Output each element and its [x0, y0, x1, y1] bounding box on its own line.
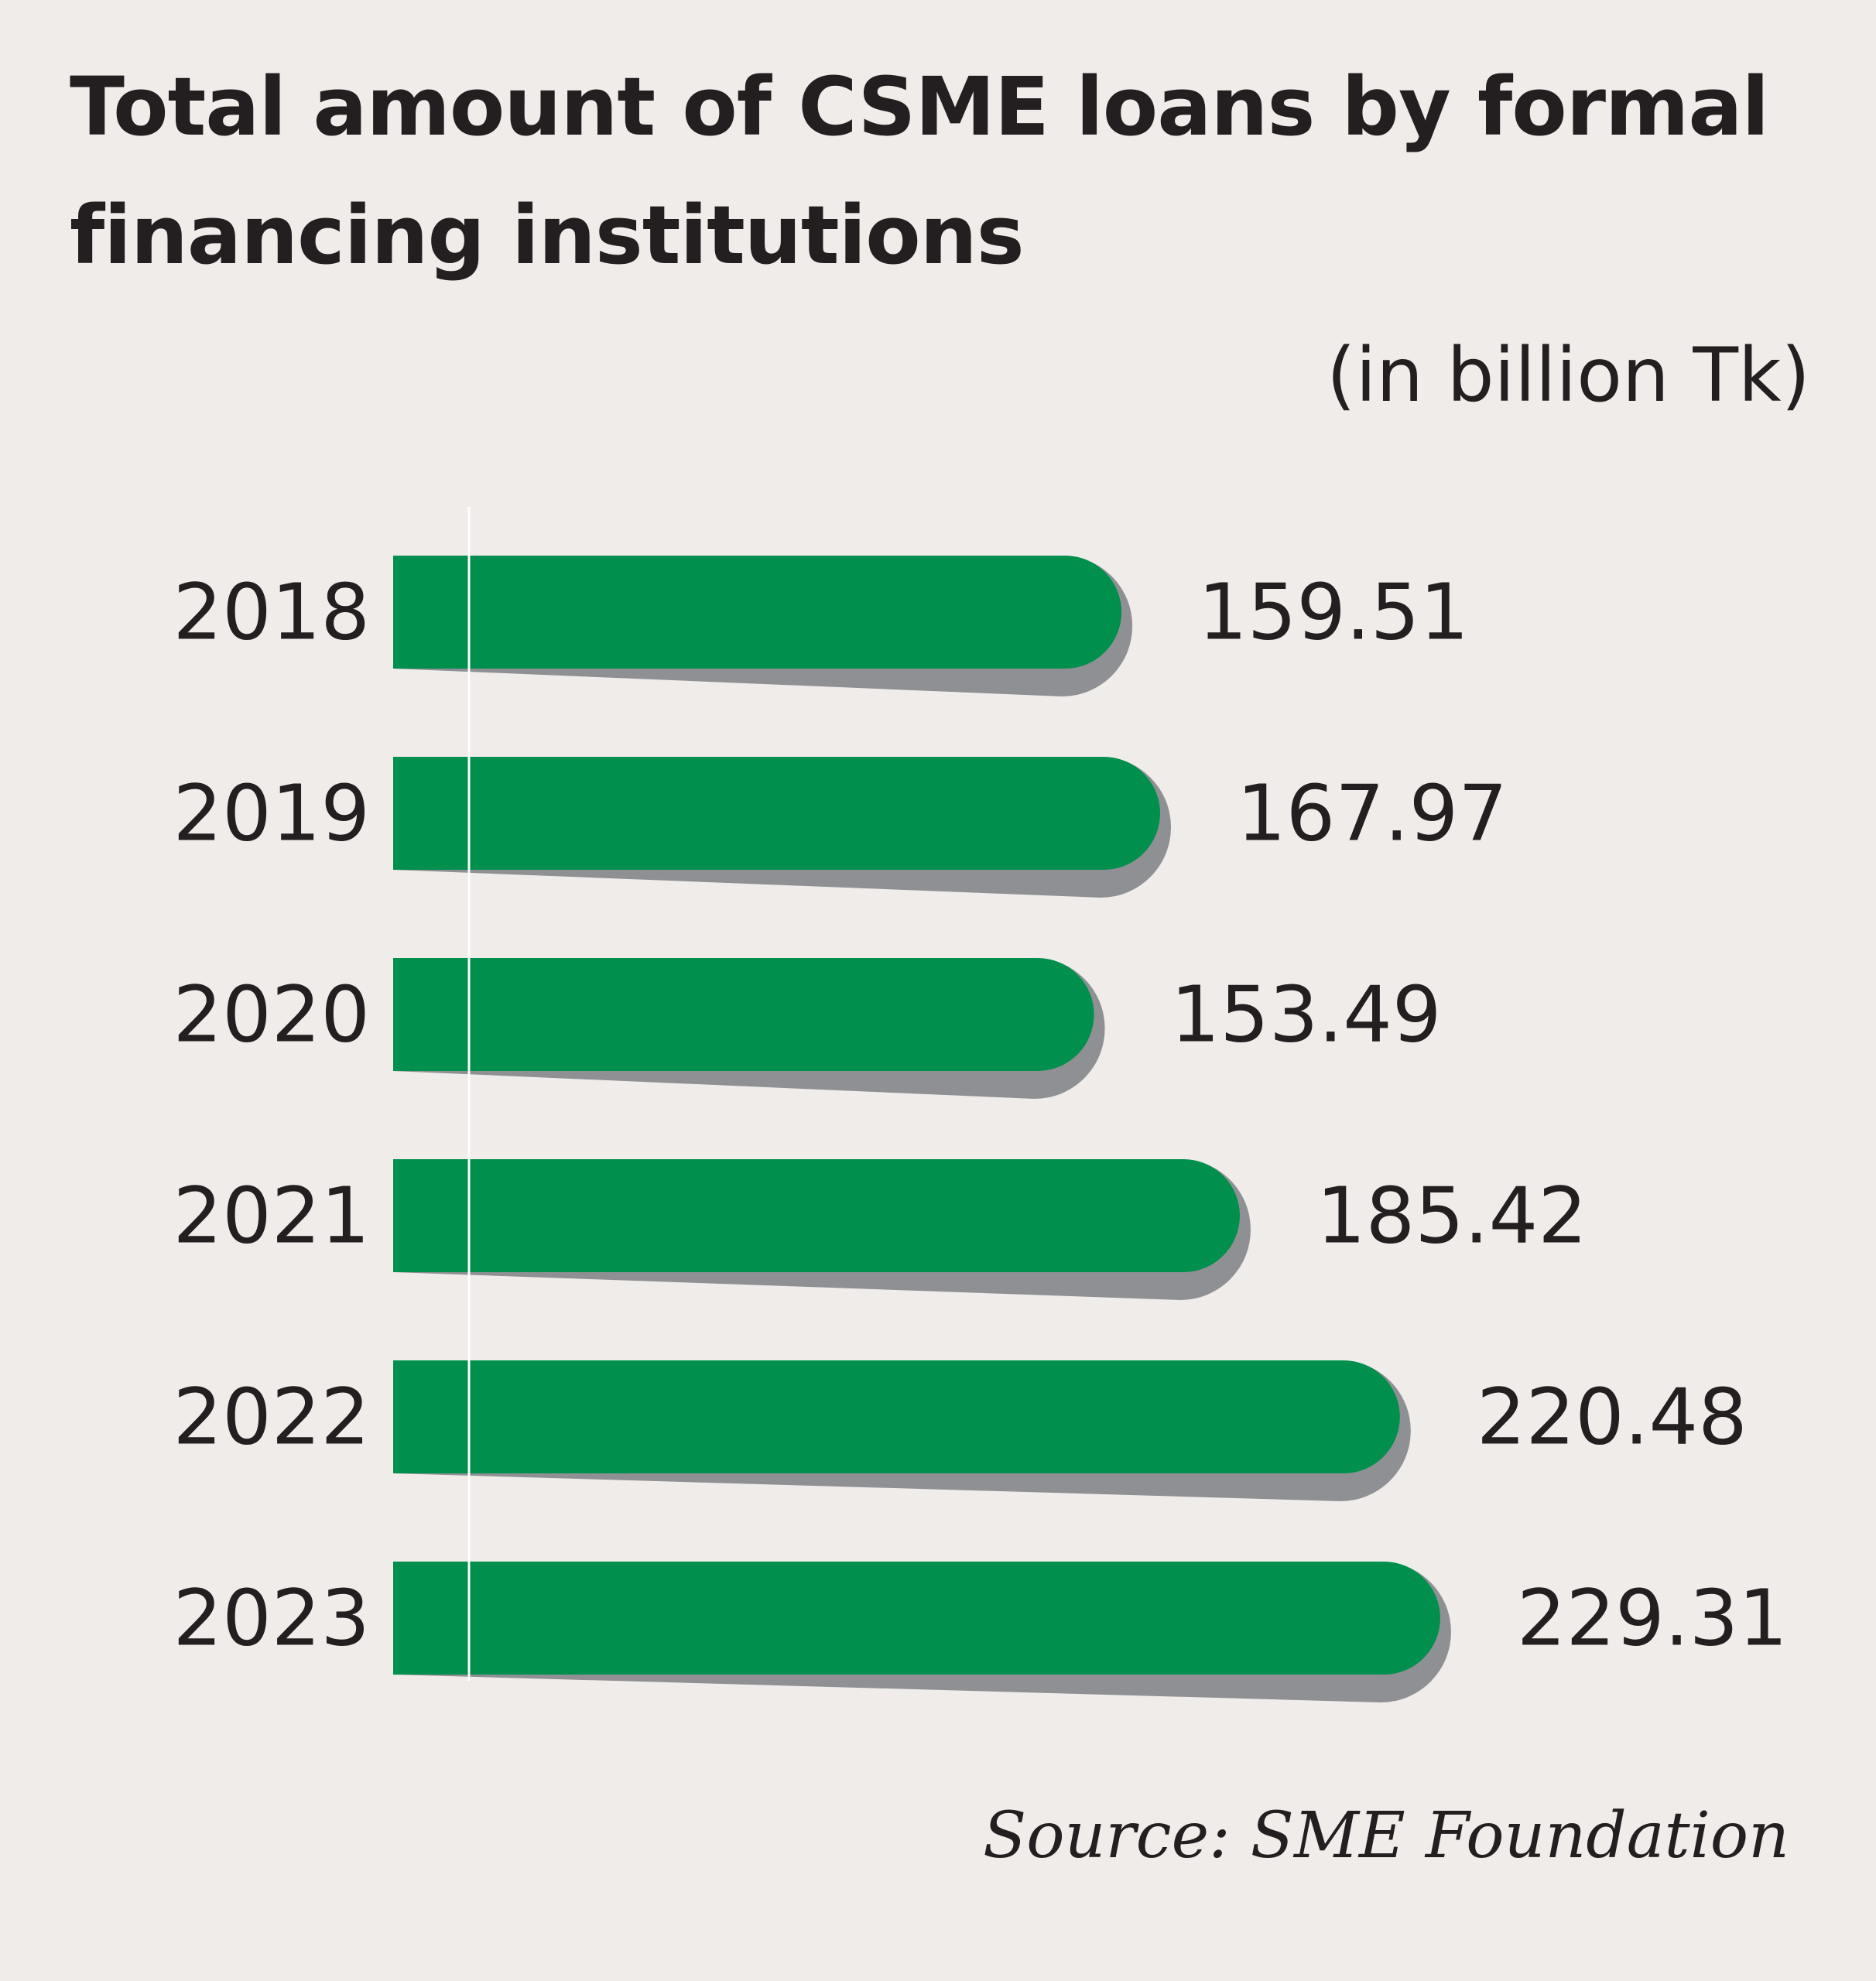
value-label: 153.49 — [1171, 970, 1442, 1060]
value-label: 229.31 — [1517, 1573, 1788, 1664]
value-label: 167.97 — [1237, 768, 1508, 859]
value-label: 220.48 — [1477, 1372, 1748, 1463]
category-label: 2021 — [173, 1171, 371, 1261]
bar — [393, 1159, 1240, 1272]
value-labels: 159.51 167.97 153.49 185.42 220.48 229.31 — [1171, 567, 1788, 1664]
bar — [393, 556, 1122, 669]
value-label: 159.51 — [1198, 567, 1469, 658]
value-label: 185.42 — [1316, 1171, 1587, 1261]
bar — [393, 757, 1161, 870]
category-label: 2023 — [173, 1573, 371, 1664]
bar-shadows — [393, 556, 1451, 1702]
category-label: 2019 — [173, 768, 371, 859]
bars — [393, 556, 1440, 1675]
bar-chart: 2018 2019 2020 2021 2022 2023 159.51 167.97 153… — [173, 507, 1788, 1702]
chart-title: Total amount of CSME loans by formal fin… — [70, 60, 1769, 282]
bar — [393, 958, 1094, 1071]
bar — [393, 1562, 1440, 1675]
unit-label: (in billion Tk) — [1327, 332, 1810, 419]
source-note: Source: SME Foundation — [983, 1799, 1789, 1873]
category-label: 2020 — [173, 970, 371, 1060]
category-labels: 2018 2019 2020 2021 2022 2023 — [173, 567, 371, 1664]
category-label: 2018 — [173, 567, 371, 658]
bar — [393, 1360, 1400, 1473]
category-label: 2022 — [173, 1372, 371, 1463]
